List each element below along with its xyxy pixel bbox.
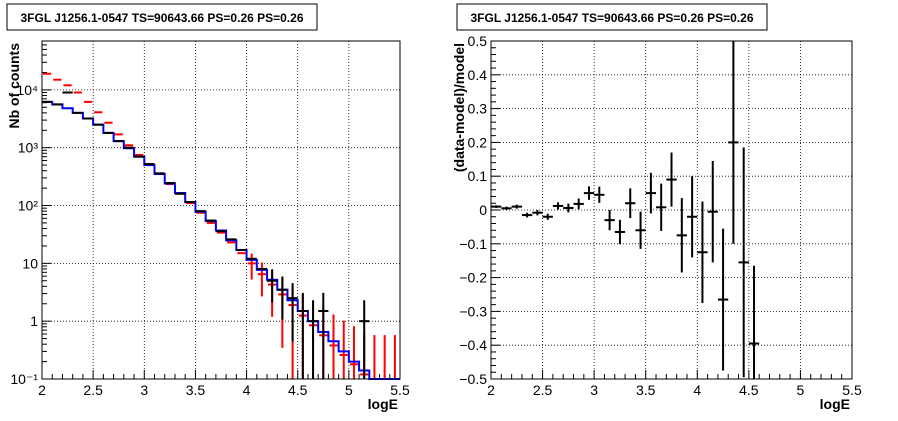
residuals-panel: 2 2.5 3 3.5 4 4.5 5 5.5 −0.5 −0.4 −0.3 −0.2 −0.1 0 0.1… bbox=[451, 3, 862, 412]
x-tick-label: 5 bbox=[797, 382, 805, 398]
y-tick-label: 0 bbox=[479, 202, 487, 218]
y-tick-label: −0.4 bbox=[459, 337, 487, 353]
y-tick-label: 10⁻¹ bbox=[10, 371, 38, 387]
plot-frame bbox=[490, 40, 853, 380]
chart-title: 3FGL J1256.1-0547 TS=90643.66 PS=0.26 PS… bbox=[21, 11, 304, 25]
x-tick-label: 3 bbox=[590, 382, 598, 398]
x-tick-label: 2 bbox=[487, 382, 495, 398]
y-tick-label: −0.5 bbox=[459, 371, 487, 387]
x-axis-title: logE bbox=[820, 396, 850, 412]
chart-title: 3FGL J1256.1-0547 TS=90643.66 PS=0.26 PS… bbox=[471, 11, 754, 25]
title-box bbox=[6, 3, 318, 31]
y-tick-label: 1 bbox=[30, 313, 38, 329]
y-tick-label: −0.3 bbox=[459, 303, 487, 319]
y-tick-label: 10² bbox=[18, 198, 39, 214]
x-tick-label: 4 bbox=[243, 382, 251, 398]
plot-frame bbox=[41, 40, 401, 380]
title-box bbox=[456, 3, 768, 31]
x-tick-label: 5.5 bbox=[390, 382, 410, 398]
x-tick-label: 3.5 bbox=[186, 382, 206, 398]
x-tick-label: 4 bbox=[693, 382, 701, 398]
x-tick-label: 5 bbox=[345, 382, 353, 398]
x-tick-label: 4.5 bbox=[739, 382, 759, 398]
y-tick-label: 0.4 bbox=[468, 67, 488, 83]
y-tick-label: 10³ bbox=[18, 140, 39, 156]
y-axis-title: Nb of counts bbox=[6, 43, 22, 129]
x-tick-label: 2.5 bbox=[83, 382, 103, 398]
x-tick-label: 3 bbox=[140, 382, 148, 398]
y-tick-label: 10 bbox=[22, 255, 38, 271]
y-tick-label: 10⁴ bbox=[16, 82, 38, 98]
y-tick-label: 0.3 bbox=[468, 101, 488, 117]
x-tick-label: 2 bbox=[38, 382, 46, 398]
y-tick-label: 0.5 bbox=[468, 33, 488, 49]
y-tick-label: −0.1 bbox=[459, 236, 487, 252]
y-tick-label: 0.2 bbox=[468, 134, 488, 150]
plot-area bbox=[42, 41, 400, 379]
model-histogram-blue bbox=[42, 100, 400, 380]
x-tick-label: 4.5 bbox=[288, 382, 308, 398]
x-tick-label: 2.5 bbox=[533, 382, 553, 398]
y-axis-title: (data-model)/model bbox=[451, 43, 467, 172]
counts-panel: 2 2.5 3 3.5 4 4.5 5 5.5 10⁻¹ 1 10 10² 10³ 10⁴ logE Nb o… bbox=[6, 3, 410, 412]
y-tick-label: −0.2 bbox=[459, 270, 487, 286]
x-tick-label: 5.5 bbox=[842, 382, 862, 398]
x-tick-label: 3.5 bbox=[636, 382, 656, 398]
x-axis-title: logE bbox=[368, 396, 398, 412]
y-tick-label: 0.1 bbox=[468, 168, 488, 184]
